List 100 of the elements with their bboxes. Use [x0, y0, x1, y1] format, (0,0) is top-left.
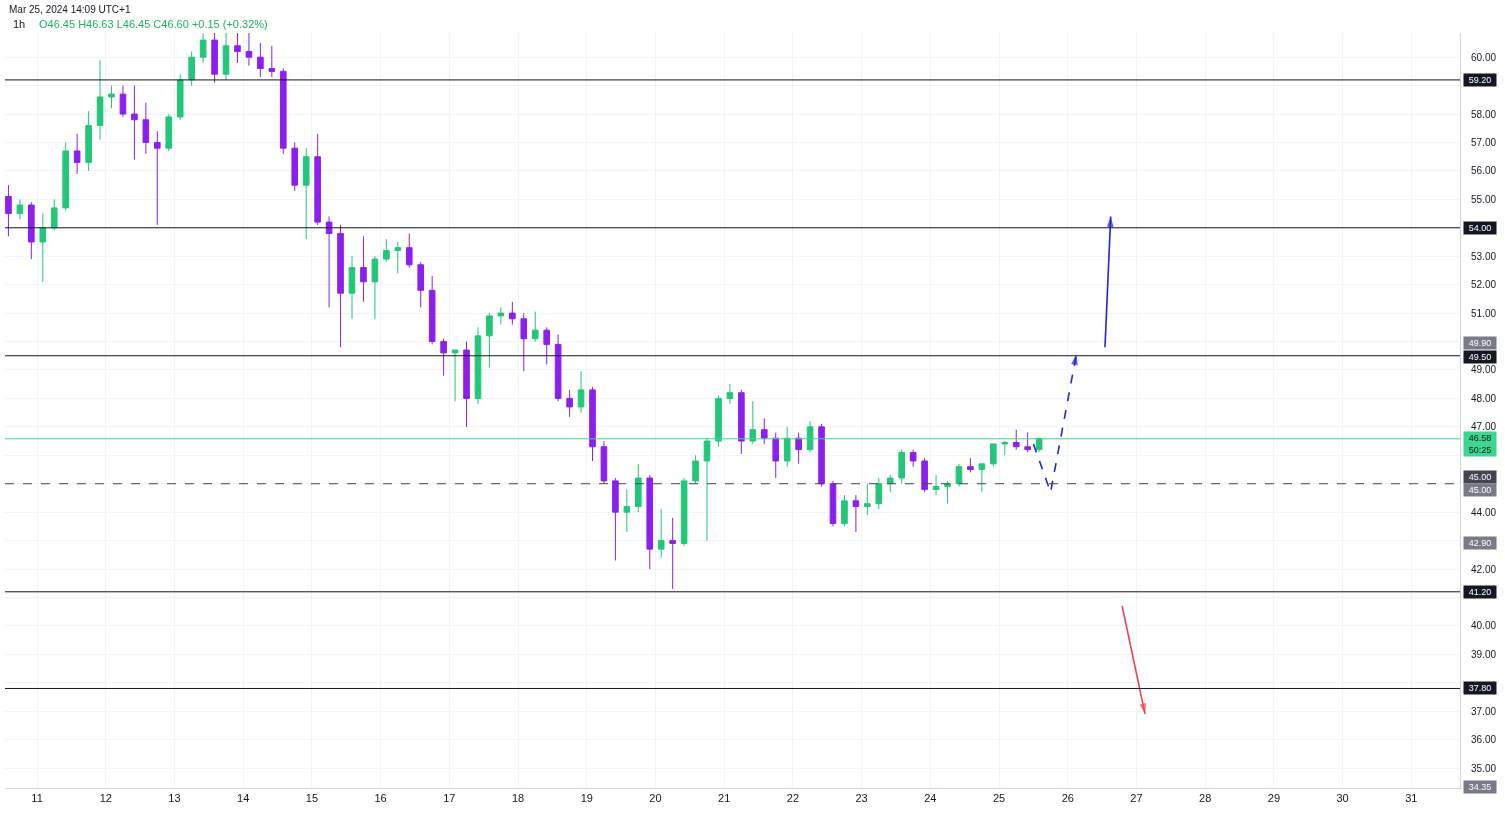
candlestick [73, 133, 81, 175]
candlestick [657, 508, 665, 559]
y-tick-label: 36.00 [1471, 734, 1497, 746]
x-tick-label: 25 [992, 792, 1006, 805]
x-tick-label: 12 [99, 792, 112, 805]
candlestick [440, 338, 447, 377]
candlestick [394, 241, 402, 274]
candlestick [291, 141, 299, 192]
y-tick-label: 57.00 [1471, 136, 1497, 148]
x-tick-label: 18 [511, 792, 525, 805]
text: 49.90 [1468, 338, 1492, 348]
candlestick [726, 383, 734, 405]
y-tick-label: 48.00 [1471, 392, 1497, 404]
y-tick-label: 49.00 [1471, 364, 1497, 376]
candlestick [85, 110, 92, 172]
candlestick [428, 275, 436, 345]
text: 42.90 [1468, 538, 1492, 548]
candlestick [39, 213, 47, 283]
candlestick [314, 133, 321, 226]
y-tick-label: 51.00 [1471, 307, 1497, 319]
candlestick [50, 198, 58, 232]
candlestick [302, 147, 310, 240]
candlestick [990, 443, 997, 468]
candlestick [188, 50, 195, 87]
y-tick-label: 44.00 [1471, 506, 1497, 518]
chart-title: 1h [13, 17, 26, 30]
x-tick-label: 15 [305, 792, 319, 805]
candlestick [864, 483, 871, 516]
candlestick [222, 33, 230, 81]
candlestick [841, 494, 848, 527]
candlestick [1001, 440, 1009, 456]
y-tick-label: 58.00 [1471, 108, 1497, 120]
candlestick [417, 261, 425, 308]
candlestick [577, 370, 585, 414]
x-tick-label: 14 [237, 792, 250, 805]
y-tick-label: 39.00 [1471, 648, 1497, 660]
candlestick [921, 457, 928, 493]
candlestick [16, 198, 24, 220]
candlestick [348, 255, 356, 320]
candlestick [245, 33, 253, 67]
candlestick [898, 449, 906, 485]
candlestick [108, 85, 115, 109]
y-tick-label: 60.00 [1471, 51, 1497, 63]
candlestick [486, 312, 493, 368]
candlestick [1012, 429, 1020, 451]
candlestick [279, 68, 287, 155]
candlestick [497, 306, 505, 325]
y-tick-label: 35.00 [1471, 762, 1497, 774]
text: 34.35 [1468, 782, 1492, 792]
candlestick [944, 480, 951, 505]
candlestick [692, 454, 699, 485]
candlestick [268, 45, 276, 78]
candlestick [703, 437, 711, 542]
x-tick-label: 23 [855, 792, 868, 805]
candlestick [623, 488, 631, 533]
candlestick [474, 326, 482, 405]
candlestick [257, 42, 264, 78]
candlestick [337, 224, 344, 348]
ref-line-label: 45.00 [1468, 472, 1492, 482]
candlestick [154, 130, 161, 226]
candlestick [978, 463, 986, 493]
candlestick [543, 326, 550, 365]
x-tick-label: 17 [443, 792, 456, 805]
candlestick [509, 301, 516, 325]
candlestick [1024, 432, 1031, 453]
ref-line-label: 59.20 [1468, 75, 1492, 85]
ref-line-label: 46.58 50:25 [1468, 433, 1492, 455]
candlestick [62, 141, 69, 212]
candlestick [589, 386, 596, 462]
y-tick-label: 53.00 [1471, 250, 1497, 262]
candlestick [371, 255, 379, 320]
candlestick [909, 449, 917, 468]
candlestick [405, 232, 413, 269]
candlestick [806, 420, 814, 453]
candlestick [451, 349, 459, 402]
y-tick-label: 47.00 [1471, 421, 1497, 433]
candlestick [131, 85, 138, 161]
ref-line-label: 49.50 [1468, 352, 1492, 362]
x-tick-label: 27 [1130, 792, 1143, 805]
x-tick-label: 29 [1267, 792, 1281, 805]
candlestick [818, 423, 825, 488]
candlestick [612, 477, 619, 561]
ref-line-label: 54.00 [1468, 223, 1492, 233]
candlestick [211, 33, 218, 84]
candlestick [715, 395, 722, 448]
candlestick [749, 400, 757, 445]
text: 45.00 [1468, 485, 1492, 495]
candlestick [142, 102, 150, 155]
x-tick-label: 19 [580, 792, 593, 805]
candlestick [772, 432, 780, 479]
x-tick-label: 31 [1405, 792, 1418, 805]
candlestick [669, 517, 676, 590]
candlestick [360, 235, 367, 303]
candlestick [554, 333, 562, 402]
ref-line-label: 41.20 [1468, 587, 1492, 597]
candlestick [795, 432, 802, 465]
candlestick [875, 477, 883, 510]
candlestick [829, 480, 837, 527]
candlestick [852, 494, 860, 533]
y-tick-label: 56.00 [1471, 165, 1497, 177]
